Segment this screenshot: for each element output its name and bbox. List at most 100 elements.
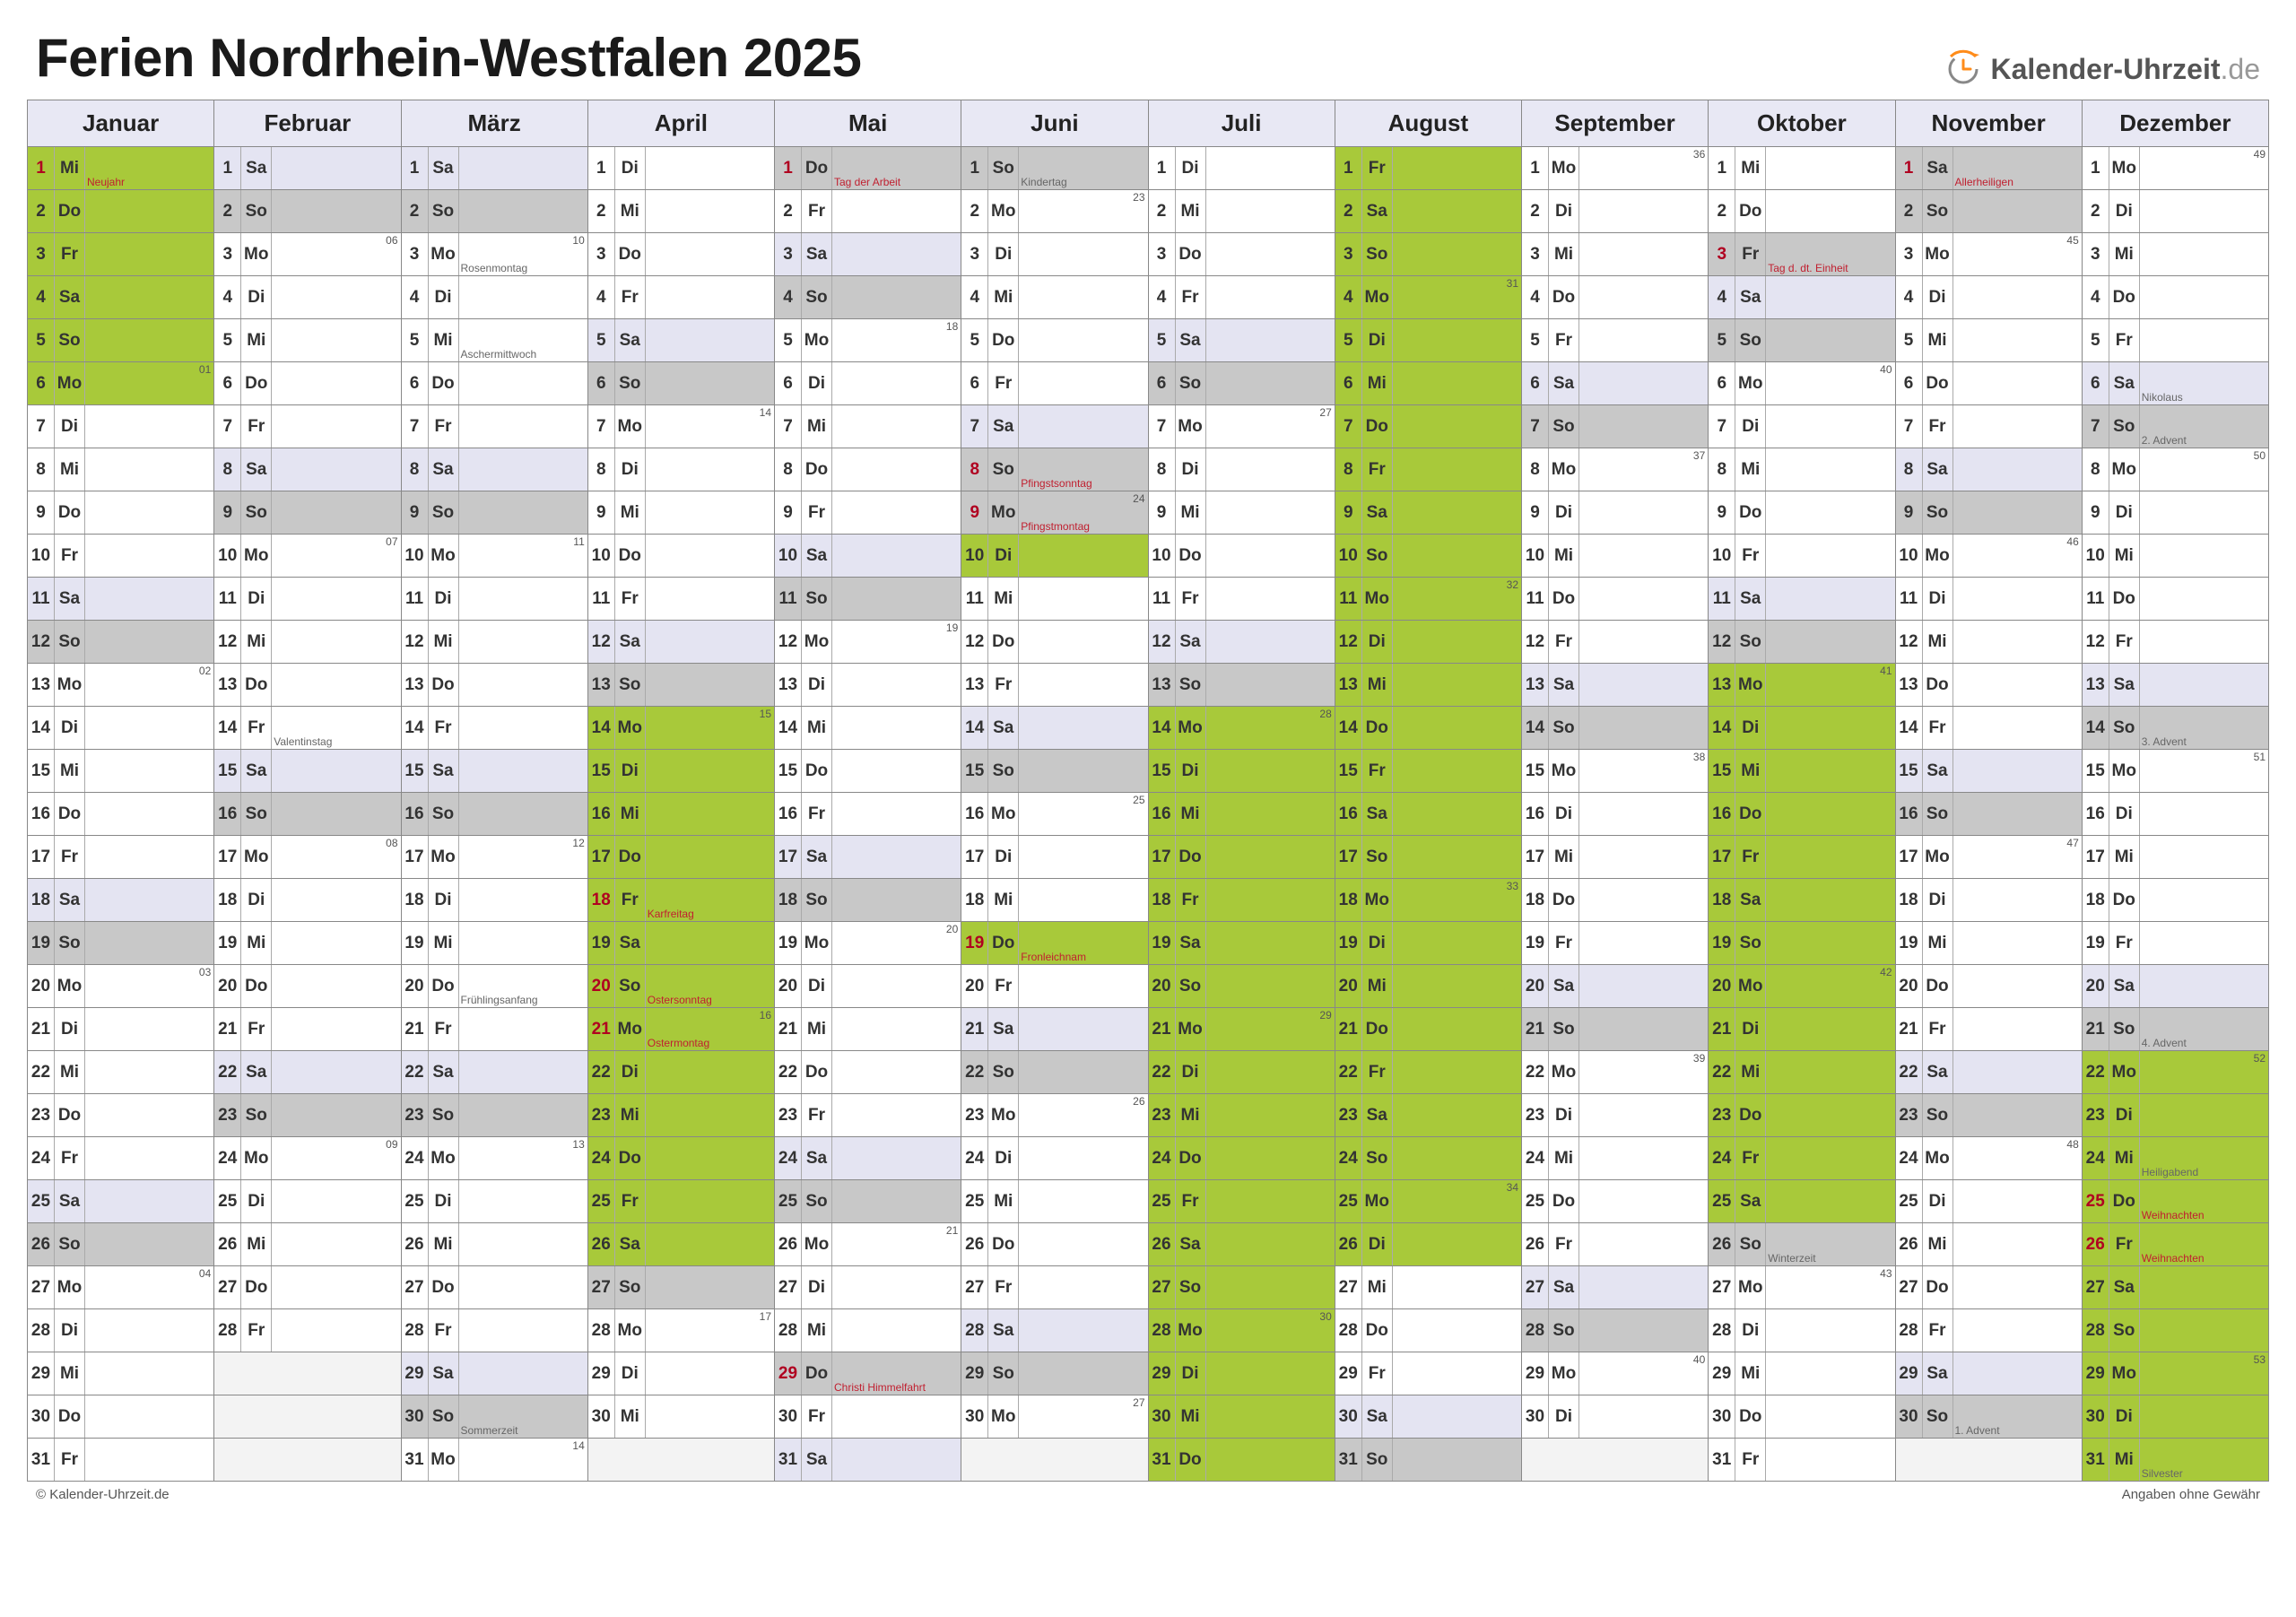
day-cell: 28Mi xyxy=(775,1309,961,1352)
day-number: 20 xyxy=(961,965,988,1007)
month-header: Mai xyxy=(775,100,961,147)
holiday-label: Neujahr xyxy=(87,176,125,188)
day-number: 16 xyxy=(1709,793,1735,835)
week-number: 31 xyxy=(1507,277,1518,290)
day-number: 25 xyxy=(1896,1180,1923,1222)
day-content xyxy=(272,965,400,1007)
day-cell: 20So xyxy=(1148,965,1335,1008)
day-content xyxy=(2140,922,2268,964)
day-weekday: Mi xyxy=(241,621,272,663)
day-weekday: Mo xyxy=(988,491,1019,534)
day-number: 9 xyxy=(775,491,802,534)
day-cell: 3Do xyxy=(587,233,774,276)
day-content: 26 xyxy=(1019,1094,1147,1136)
day-number: 26 xyxy=(1149,1223,1176,1265)
day-weekday: Mi xyxy=(1549,836,1579,878)
day-cell: 6So xyxy=(1148,362,1335,405)
day-weekday: Di xyxy=(615,147,646,189)
day-number: 12 xyxy=(775,621,802,663)
day-number: 23 xyxy=(1149,1094,1176,1136)
day-number: 11 xyxy=(2083,578,2109,620)
day-content xyxy=(85,1395,213,1438)
day-content xyxy=(1953,491,2082,534)
day-content: Weihnachten xyxy=(2140,1180,2268,1222)
day-content xyxy=(1953,362,2082,404)
day-content xyxy=(1953,1266,2082,1308)
day-cell: 30Mi xyxy=(587,1395,774,1439)
day-content xyxy=(85,1137,213,1179)
day-content xyxy=(1019,1051,1147,1093)
day-number: 11 xyxy=(402,578,429,620)
day-content xyxy=(646,233,774,275)
day-content xyxy=(1206,491,1335,534)
day-number: 5 xyxy=(1522,319,1549,361)
day-cell: 25Do xyxy=(1522,1180,1709,1223)
day-weekday: Fr xyxy=(1362,750,1393,792)
day-weekday: Fr xyxy=(1362,1352,1393,1395)
day-weekday: Sa xyxy=(1923,1352,1953,1395)
day-number: 12 xyxy=(2083,621,2109,663)
day-weekday: So xyxy=(55,1223,85,1265)
day-cell: 16So xyxy=(401,793,587,836)
day-cell: 13Do xyxy=(1895,664,2082,707)
day-content xyxy=(1579,836,1708,878)
day-number: 31 xyxy=(1709,1439,1735,1481)
day-cell: 24Di xyxy=(961,1137,1148,1180)
day-weekday: Mi xyxy=(2109,1137,2140,1179)
day-cell: 20Mi xyxy=(1335,965,1521,1008)
day-weekday: Fr xyxy=(1549,1223,1579,1265)
day-weekday: Sa xyxy=(615,621,646,663)
day-number: 3 xyxy=(775,233,802,275)
day-weekday: Mi xyxy=(1735,1051,1766,1093)
day-weekday: Fr xyxy=(241,707,272,749)
day-number: 9 xyxy=(214,491,241,534)
day-cell: 10Fr xyxy=(1709,535,1895,578)
note-label: Frühlingsanfang xyxy=(461,994,538,1006)
day-number: 5 xyxy=(28,319,55,361)
day-content xyxy=(85,1008,213,1050)
week-number: 32 xyxy=(1507,578,1518,591)
day-number: 25 xyxy=(214,1180,241,1222)
week-number: 19 xyxy=(946,622,958,634)
day-number: 15 xyxy=(1709,750,1735,792)
day-weekday: Mo xyxy=(429,1137,459,1179)
day-weekday: So xyxy=(615,965,646,1007)
day-weekday: So xyxy=(802,1180,832,1222)
day-weekday: Fr xyxy=(615,276,646,318)
day-content xyxy=(832,1266,961,1308)
day-cell: 1SaAllerheiligen xyxy=(1895,147,2082,190)
day-content xyxy=(832,793,961,835)
day-content: Karfreitag xyxy=(646,879,774,921)
day-weekday: Do xyxy=(429,1266,459,1308)
day-cell xyxy=(214,1439,401,1482)
day-number: 2 xyxy=(1522,190,1549,232)
day-number: 24 xyxy=(1709,1137,1735,1179)
day-cell: 25Mi xyxy=(961,1180,1148,1223)
day-cell: 28Do xyxy=(1335,1309,1521,1352)
day-content: Silvester xyxy=(2140,1439,2268,1481)
day-weekday: Fr xyxy=(1735,535,1766,577)
day-cell: 11Di xyxy=(214,578,401,621)
day-weekday: Di xyxy=(802,965,832,1007)
day-weekday: So xyxy=(429,190,459,232)
day-content xyxy=(1953,1309,2082,1352)
day-weekday: Di xyxy=(1176,750,1206,792)
day-content: 50 xyxy=(2140,448,2268,491)
day-content: 34 xyxy=(1393,1180,1521,1222)
day-weekday: Mi xyxy=(429,1223,459,1265)
day-content: 43 xyxy=(1766,1266,1894,1308)
day-content xyxy=(1393,1094,1521,1136)
day-cell: 31MiSilvester xyxy=(2082,1439,2268,1482)
day-cell: 26Mi xyxy=(1895,1223,2082,1266)
day-cell: 29DoChristi Himmelfahrt xyxy=(775,1352,961,1395)
day-cell: 3Mo06 xyxy=(214,233,401,276)
day-content xyxy=(1393,1223,1521,1265)
day-weekday: Mi xyxy=(1735,1352,1766,1395)
day-content xyxy=(1953,1008,2082,1050)
day-weekday: So xyxy=(2109,1008,2140,1050)
day-weekday: So xyxy=(615,1266,646,1308)
day-number: 5 xyxy=(775,319,802,361)
day-weekday: Do xyxy=(1549,276,1579,318)
day-content xyxy=(1766,405,1894,448)
day-weekday: Do xyxy=(802,448,832,491)
